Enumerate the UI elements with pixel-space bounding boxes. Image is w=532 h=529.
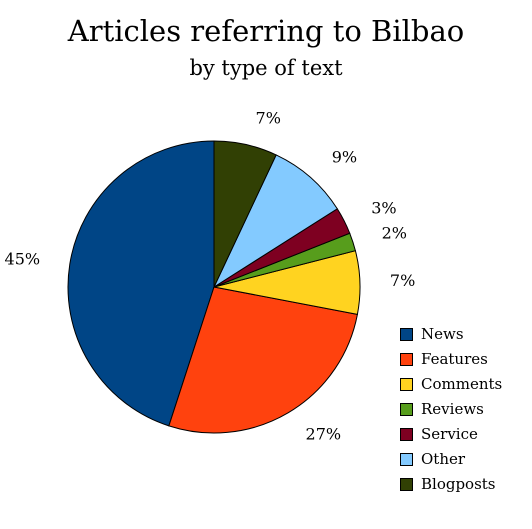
legend-swatch-comments <box>400 378 413 391</box>
pie-slice-news <box>67 140 215 427</box>
legend-item-features: Features <box>400 347 502 372</box>
data-label-news: 45% <box>5 250 41 269</box>
legend-item-comments: Comments <box>400 372 502 397</box>
data-label-service: 3% <box>371 198 396 217</box>
legend-item-service: Service <box>400 422 502 447</box>
pie-slice-blogposts <box>213 140 277 288</box>
data-label-other: 9% <box>332 147 357 166</box>
data-label-features: 27% <box>306 425 342 444</box>
legend-label-news: News <box>421 325 464 343</box>
chart-title: Articles referring to Bilbao <box>67 14 465 48</box>
legend-swatch-blogposts <box>400 478 413 491</box>
legend-swatch-service <box>400 428 413 441</box>
legend-item-news: News <box>400 322 502 347</box>
legend-item-blogposts: Blogposts <box>400 472 502 497</box>
legend-label-comments: Comments <box>421 375 503 393</box>
legend-label-reviews: Reviews <box>421 400 484 418</box>
chart-subtitle: by type of text <box>189 56 343 80</box>
legend-swatch-features <box>400 353 413 366</box>
data-label-blogposts: 7% <box>256 109 281 128</box>
legend-label-features: Features <box>421 350 488 368</box>
pie-slice-features <box>168 286 358 434</box>
pie-slice-other <box>212 154 338 289</box>
legend-item-reviews: Reviews <box>400 397 502 422</box>
legend-swatch-reviews <box>400 403 413 416</box>
legend-label-other: Other <box>421 450 466 468</box>
legend-label-blogposts: Blogposts <box>421 475 496 493</box>
legend: News Features Comments Reviews Service O… <box>400 322 502 497</box>
legend-label-service: Service <box>421 425 478 443</box>
legend-swatch-news <box>400 328 413 341</box>
data-label-comments: 7% <box>390 271 415 290</box>
legend-swatch-other <box>400 453 413 466</box>
legend-item-other: Other <box>400 447 502 472</box>
data-label-reviews: 2% <box>382 223 407 242</box>
